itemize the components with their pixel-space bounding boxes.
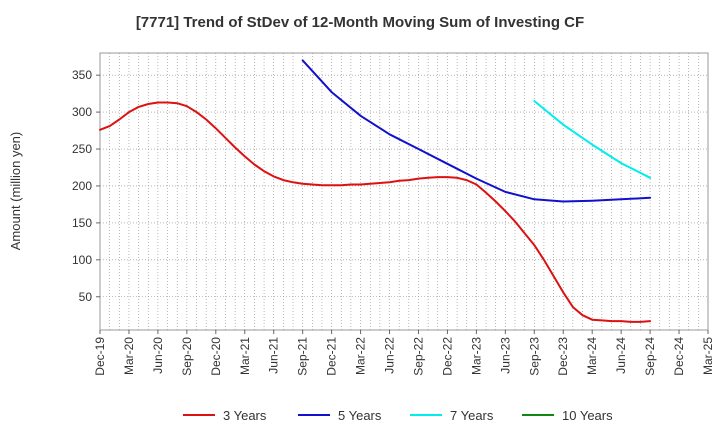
x-tick-label: Mar-23 <box>469 337 483 375</box>
legend-label: 5 Years <box>338 408 382 423</box>
y-tick-label: 250 <box>72 142 92 156</box>
chart-title: [7771] Trend of StDev of 12-Month Moving… <box>135 14 585 31</box>
x-tick-label: Mar-21 <box>238 337 252 375</box>
series-line <box>99 101 652 323</box>
x-tick-label: Sep-24 <box>643 337 657 376</box>
x-tick-label: Dec-19 <box>93 337 107 376</box>
x-tick-label: Jun-21 <box>267 337 281 374</box>
plot-area <box>99 52 709 331</box>
legend: 3 Years 5 Years 7 Years 10 Years <box>183 408 613 423</box>
x-tick-label: Sep-22 <box>411 337 425 376</box>
x-tick-label: Sep-21 <box>296 337 310 376</box>
y-tick-label: 150 <box>72 216 92 230</box>
x-tick-label: Dec-23 <box>556 337 570 376</box>
x-tick-label: Jun-24 <box>614 337 628 374</box>
y-tick-label: 50 <box>79 290 93 304</box>
x-tick-label: Dec-24 <box>672 337 686 376</box>
x-tick-label: Sep-23 <box>527 337 541 376</box>
x-axis-ticks: Dec-19 Mar-20 Jun-20 Sep-20 Dec-20 Mar-21 Jun-… <box>93 330 715 376</box>
legend-label: 3 Years <box>223 408 267 423</box>
series-line <box>301 59 652 203</box>
x-tick-label: Dec-20 <box>209 337 223 376</box>
y-tick-label: 300 <box>72 105 92 119</box>
series-line <box>533 100 652 179</box>
x-tick-label: Jun-20 <box>151 337 165 374</box>
x-tick-label: Sep-20 <box>180 337 194 376</box>
y-tick-label: 200 <box>72 179 92 193</box>
x-tick-label: Mar-22 <box>354 337 368 375</box>
y-axis-ticks: 50 100 150 200 250 300 350 <box>72 68 100 304</box>
x-tick-label: Jun-23 <box>498 337 512 374</box>
x-tick-label: Jun-22 <box>383 337 397 374</box>
y-axis-label: Amount (million yen) <box>8 132 23 251</box>
series-lines <box>99 59 652 323</box>
grid-lines <box>100 53 708 330</box>
x-tick-label: Mar-20 <box>122 337 136 375</box>
y-tick-label: 100 <box>72 253 92 267</box>
x-tick-label: Mar-24 <box>585 337 599 375</box>
legend-label: 7 Years <box>450 408 494 423</box>
x-tick-label: Dec-22 <box>440 337 454 376</box>
x-tick-label: Mar-25 <box>701 337 715 375</box>
x-tick-label: Dec-21 <box>325 337 339 376</box>
legend-label: 10 Years <box>562 408 613 423</box>
y-tick-label: 350 <box>72 68 92 82</box>
